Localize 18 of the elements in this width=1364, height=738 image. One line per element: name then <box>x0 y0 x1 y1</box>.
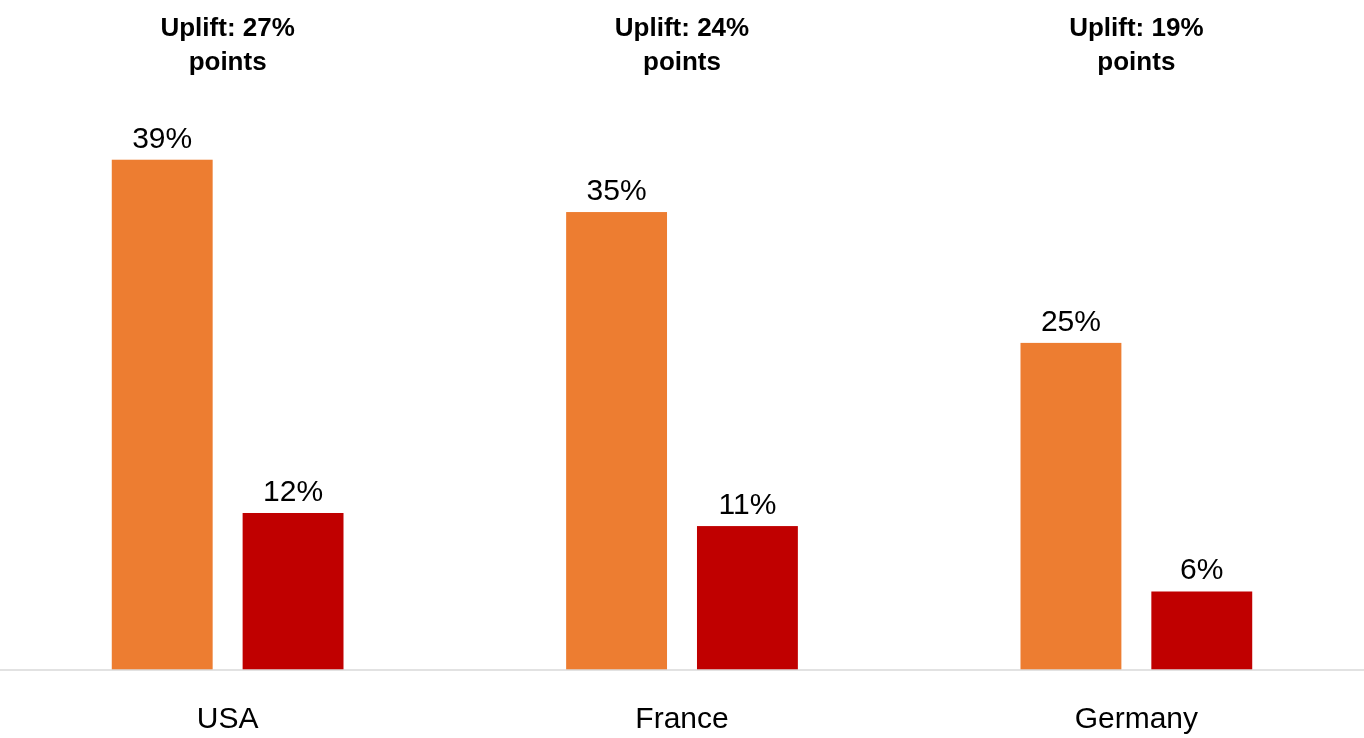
data-label: 6% <box>1180 552 1224 586</box>
x-tick-label: Germany <box>1074 701 1199 734</box>
text: Uplift: 19% points <box>1069 12 1204 76</box>
bar <box>566 212 668 670</box>
bar <box>696 526 798 670</box>
bar <box>1151 591 1253 670</box>
bar <box>242 512 344 670</box>
data-label: 25% <box>1040 303 1101 337</box>
bar <box>111 159 213 670</box>
text: Uplift: 27% points <box>160 12 295 76</box>
text: Uplift: 24% points <box>614 12 750 76</box>
x-tick-label: France <box>635 701 729 734</box>
bar <box>1020 342 1122 670</box>
x-tick-label: USA <box>196 701 259 734</box>
data-label: 11% <box>718 487 777 521</box>
data-label: 39% <box>132 120 193 154</box>
data-label: 12% <box>263 473 324 507</box>
data-label: 35% <box>586 173 647 207</box>
